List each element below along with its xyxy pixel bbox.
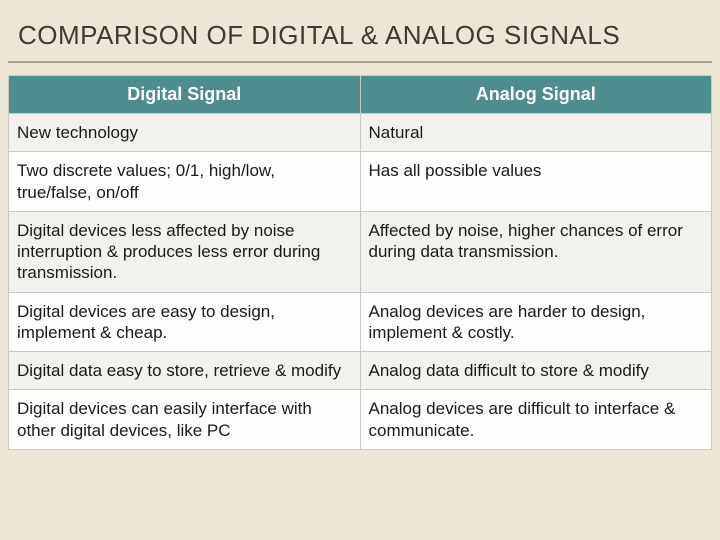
cell-analog: Natural	[360, 114, 712, 152]
cell-digital: New technology	[9, 114, 361, 152]
table-row: Digital devices can easily interface wit…	[9, 390, 712, 450]
cell-analog: Affected by noise, higher chances of err…	[360, 211, 712, 292]
table-header-row: Digital Signal Analog Signal	[9, 76, 712, 114]
cell-analog: Analog data difficult to store & modify	[360, 352, 712, 390]
cell-analog: Analog devices are harder to design, imp…	[360, 292, 712, 352]
cell-digital: Digital data easy to store, retrieve & m…	[9, 352, 361, 390]
page-title: COMPARISON OF DIGITAL & ANALOG SIGNALS	[8, 14, 712, 63]
table-row: Digital data easy to store, retrieve & m…	[9, 352, 712, 390]
cell-analog: Has all possible values	[360, 152, 712, 212]
col-header-analog: Analog Signal	[360, 76, 712, 114]
col-header-digital: Digital Signal	[9, 76, 361, 114]
cell-digital: Digital devices are easy to design, impl…	[9, 292, 361, 352]
table-row: New technology Natural	[9, 114, 712, 152]
cell-digital: Digital devices can easily interface wit…	[9, 390, 361, 450]
cell-digital: Two discrete values; 0/1, high/low, true…	[9, 152, 361, 212]
cell-digital: Digital devices less affected by noise i…	[9, 211, 361, 292]
table-row: Two discrete values; 0/1, high/low, true…	[9, 152, 712, 212]
cell-analog: Analog devices are difficult to interfac…	[360, 390, 712, 450]
table-row: Digital devices less affected by noise i…	[9, 211, 712, 292]
comparison-table: Digital Signal Analog Signal New technol…	[8, 75, 712, 450]
table-row: Digital devices are easy to design, impl…	[9, 292, 712, 352]
